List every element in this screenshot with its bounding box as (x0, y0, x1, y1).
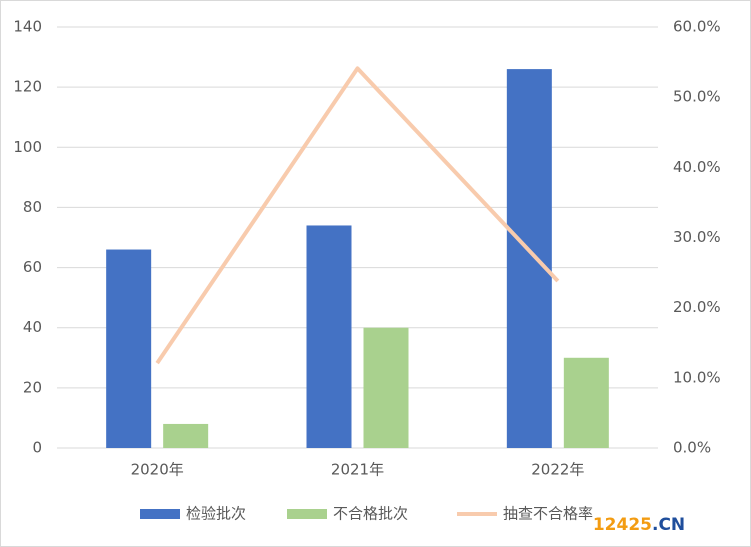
bar (363, 327, 409, 448)
x-tick-label: 2021年 (331, 461, 384, 479)
legend-label: 不合格批次 (333, 505, 408, 523)
y-tick-label: 20 (23, 378, 42, 396)
y2-tick-label: 20.0% (673, 298, 721, 316)
y-tick-label: 80 (23, 198, 42, 216)
legend-swatch (140, 509, 180, 519)
legend-swatch (287, 509, 327, 519)
y2-tick-label: 30.0% (673, 228, 721, 246)
y-tick-label: 140 (13, 18, 42, 36)
legend-label: 检验批次 (186, 505, 246, 523)
bar (563, 357, 609, 448)
bar (106, 249, 152, 448)
y2-tick-label: 0.0% (673, 439, 711, 457)
y-tick-label: 60 (23, 258, 42, 276)
y-tick-label: 0 (32, 439, 42, 457)
bar (506, 69, 552, 448)
line (155, 66, 560, 365)
y-tick-label: 40 (23, 318, 42, 336)
y-tick-label: 100 (13, 138, 42, 156)
y2-tick-label: 60.0% (673, 18, 721, 36)
y2-tick-label: 10.0% (673, 368, 721, 386)
watermark: 12425 (593, 515, 652, 535)
y-tick-label: 120 (13, 78, 42, 96)
x-tick-label: 2022年 (531, 461, 584, 479)
y2-tick-label: 40.0% (673, 158, 721, 176)
y2-tick-label: 50.0% (673, 88, 721, 106)
bar (163, 423, 209, 448)
watermark: .CN (652, 515, 685, 535)
bar (306, 225, 352, 448)
x-tick-label: 2020年 (131, 461, 184, 479)
legend-label: 抽查不合格率 (503, 505, 593, 523)
